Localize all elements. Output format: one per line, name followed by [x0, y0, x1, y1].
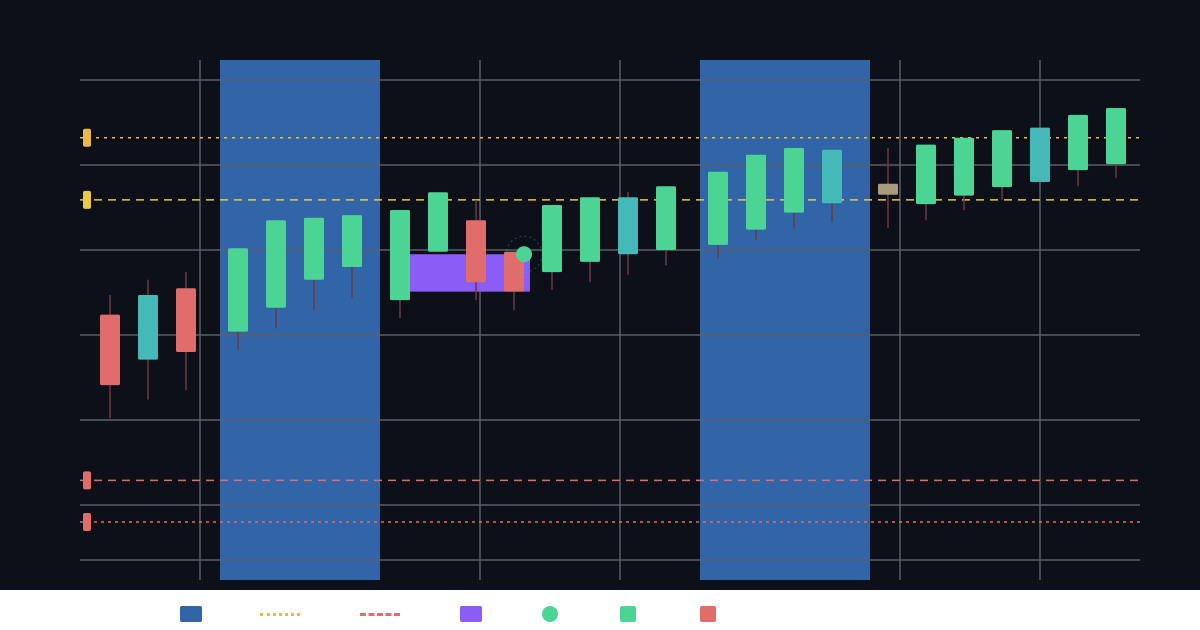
legend-swatch [700, 606, 716, 622]
candle-body [304, 217, 324, 280]
legend-swatch [260, 613, 300, 616]
candle-body [656, 186, 676, 250]
level-handle [83, 471, 91, 490]
level-handle [83, 128, 91, 147]
candle-body [916, 144, 936, 205]
candle-body [428, 192, 448, 252]
candle-body [618, 197, 638, 255]
legend [0, 590, 1200, 630]
candle-body [266, 220, 286, 308]
legend-swatch [360, 613, 400, 616]
candle-body [992, 130, 1012, 188]
candle-body [1030, 127, 1050, 182]
candle-body [228, 248, 248, 332]
candle-body [176, 288, 196, 352]
legend-swatch [180, 606, 202, 622]
candle-body [342, 215, 362, 267]
candle-body [100, 314, 120, 386]
marker [516, 246, 532, 263]
candle-body [580, 197, 600, 262]
level-handle [83, 513, 91, 531]
legend-swatch [542, 606, 558, 622]
candle-body [466, 220, 486, 283]
candle-body [504, 251, 524, 292]
marker-ring [505, 235, 543, 273]
candle-body [1068, 114, 1088, 171]
chart [0, 0, 1200, 590]
legend-swatch [620, 606, 636, 622]
highlight-band [700, 60, 870, 580]
candle-body [1106, 108, 1126, 165]
candle-body [878, 183, 898, 195]
candle-body [390, 210, 410, 301]
candle-body [784, 148, 804, 213]
level-handle [83, 190, 91, 209]
candle-body [542, 204, 562, 273]
candle-body [746, 154, 766, 230]
candle-body [954, 137, 974, 196]
candle-body [708, 171, 728, 245]
legend-swatch [460, 606, 482, 622]
candle-body [138, 295, 158, 360]
candle-body [822, 149, 842, 204]
